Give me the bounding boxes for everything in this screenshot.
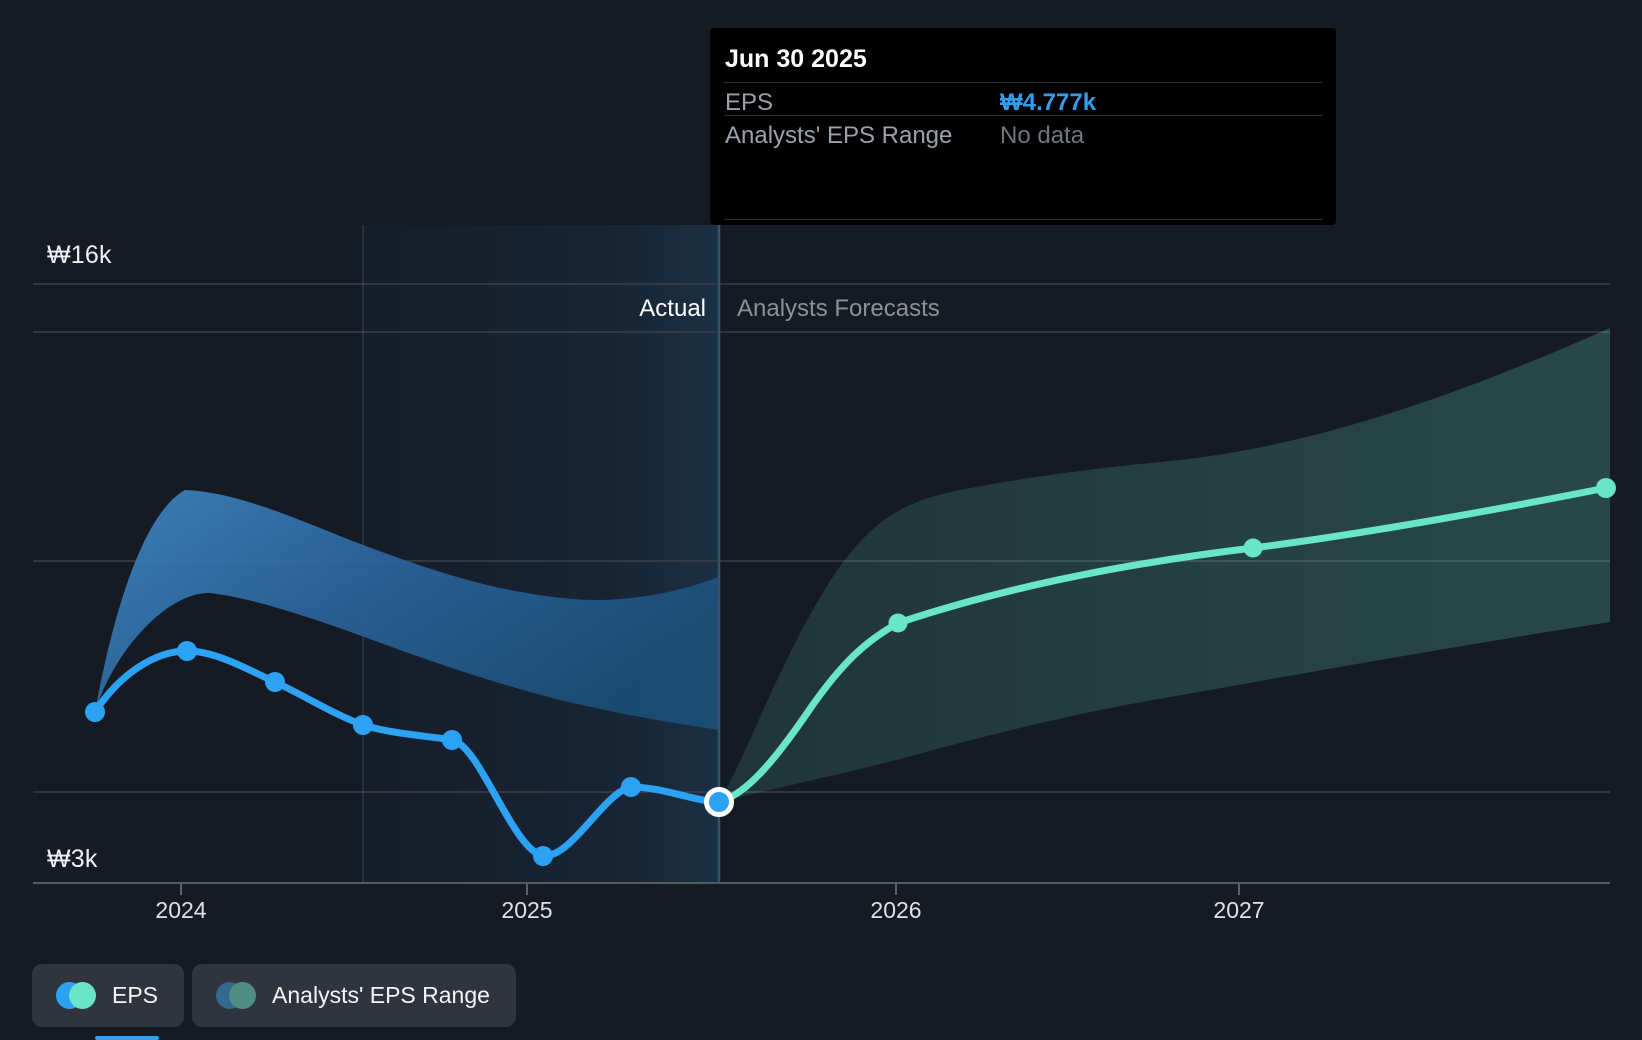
x-tick-2024: 2024 — [155, 897, 207, 923]
timeline-scrubber-handle[interactable] — [95, 1036, 159, 1040]
eps-legend-icon — [56, 982, 96, 1009]
tooltip-divider — [724, 219, 1322, 220]
legend-analysts-range-label: Analysts' EPS Range — [272, 982, 490, 1008]
y-axis-label-bottom: ₩3k — [47, 845, 98, 873]
legend-eps-label: EPS — [112, 982, 159, 1008]
recent-period-highlight — [363, 225, 719, 883]
tooltip-divider — [724, 82, 1322, 83]
eps-actual-points[interactable] — [85, 641, 641, 866]
x-tick-2026: 2026 — [870, 897, 922, 923]
forecast-section-label: Analysts Forecasts — [737, 295, 940, 322]
tooltip-divider — [724, 115, 1322, 116]
tooltip: Jun 30 2025 EPS ₩4.777k Analysts' EPS Ra… — [710, 28, 1336, 225]
legend: EPS Analysts' EPS Range — [32, 964, 516, 1027]
legend-item-analysts-range[interactable]: Analysts' EPS Range — [192, 964, 516, 1027]
x-tick-2025: 2025 — [501, 897, 553, 923]
x-axis-ticks — [180, 883, 1240, 895]
analysts-range-legend-icon — [216, 982, 257, 1009]
analysts-range-band-forecast — [719, 328, 1610, 802]
tooltip-date: Jun 30 2025 — [725, 45, 867, 73]
selected-point[interactable] — [704, 787, 734, 817]
tooltip-range-label: Analysts' EPS Range — [725, 122, 953, 149]
eps-forecast-line[interactable] — [715, 484, 1610, 806]
y-axis-label-top: ₩16k — [47, 241, 112, 269]
actual-section-label: Actual — [639, 295, 706, 322]
tooltip-range-value: No data — [1000, 122, 1085, 149]
tooltip-eps-label: EPS — [725, 89, 774, 116]
eps-forecast-points[interactable] — [888, 478, 1617, 633]
x-tick-2027: 2027 — [1213, 897, 1265, 923]
legend-item-eps[interactable]: EPS — [32, 964, 185, 1027]
analysts-range-band-actual — [95, 490, 719, 730]
tooltip-eps-value: ₩4.777k — [1000, 89, 1097, 116]
